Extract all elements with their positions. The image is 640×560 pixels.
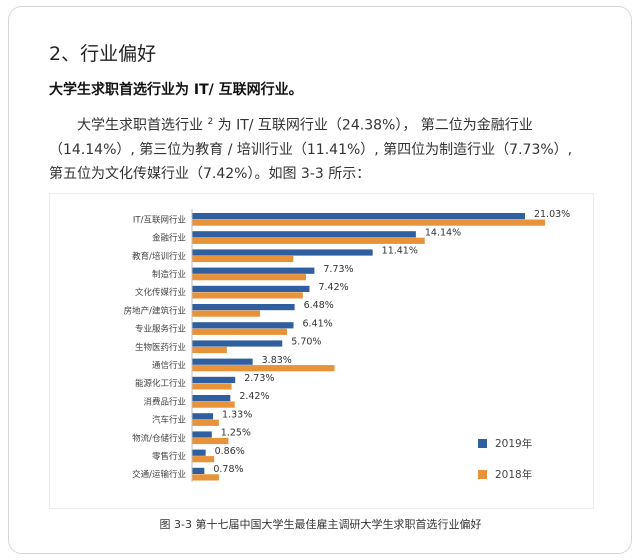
document-page: 2、行业偏好 大学生求职首选行业为 IT/ 互联网行业。 大学生求职首选行业 2… [8, 6, 632, 554]
bar-2018 [192, 365, 335, 372]
bar-2018 [192, 237, 425, 244]
category-label: 文化传媒行业 [135, 287, 186, 298]
data-label-2019: 1.33% [222, 409, 252, 420]
bar-2019 [192, 213, 525, 220]
bar-2019 [192, 249, 373, 256]
legend-swatch-2019 [478, 439, 487, 448]
paragraph-line-1: 大学生求职首选行业 2 为 IT/ 互联网行业（24.38%）， 第二位为金融行… [49, 110, 614, 138]
bar-2018 [192, 255, 294, 263]
legend-label-2018: 2018年 [495, 468, 532, 481]
bar-2019 [192, 322, 294, 329]
footnote-marker[interactable]: 2 [207, 117, 214, 127]
category-label: 能源化工行业 [135, 378, 186, 389]
bar-2019 [192, 340, 283, 347]
data-label-2019: 11.41% [382, 246, 418, 257]
data-label-2019: 6.41% [302, 318, 332, 329]
data-label-2019: 5.70% [291, 337, 321, 348]
paragraph-line-1-pre: 大学生求职首选行业 [77, 117, 208, 134]
data-label-2019: 2.42% [239, 391, 269, 402]
body-paragraph: 大学生求职首选行业 2 为 IT/ 互联网行业（24.38%）， 第二位为金融行… [49, 110, 614, 186]
data-label-2019: 7.42% [318, 282, 348, 293]
bar-2019 [192, 449, 206, 456]
bar-2018 [192, 419, 219, 426]
category-label: 房地产/建筑行业 [124, 305, 186, 316]
category-label: 专业服务行业 [135, 324, 186, 335]
bar-2018 [192, 328, 287, 335]
category-label: 零售行业 [152, 451, 186, 462]
data-label-2019: 21.03% [534, 209, 570, 220]
lead-sentence: 大学生求职首选行业为 IT/ 互联网行业。 [49, 82, 303, 98]
category-label: 教育/培训行业 [132, 251, 186, 262]
bar-2019 [192, 285, 310, 292]
bar-2019 [192, 267, 315, 274]
paragraph-line-2: （14.14%）, 第三位为教育 / 培训行业（11.41%）, 第四位为制造行… [49, 141, 573, 158]
bar-2019 [192, 304, 295, 311]
bar-2019 [192, 231, 416, 238]
bar-2018 [192, 292, 303, 299]
bar-2018 [192, 274, 306, 281]
category-label: 汽车行业 [152, 415, 186, 426]
industry-preference-bar-chart: IT/互联网行业 21.03% 金融行业 14.14% 教育/培训行业 11.41% 制造行… [124, 209, 570, 482]
bar-2019 [192, 413, 214, 420]
data-label-2019: 3.83% [262, 355, 292, 366]
data-label-2019: 1.25% [221, 428, 251, 439]
legend-label-2019: 2019年 [495, 437, 532, 450]
category-label: 生物医药行业 [135, 342, 186, 353]
data-label-2019: 2.73% [244, 373, 274, 384]
legend-swatch-2018 [478, 470, 487, 479]
category-label: 交通/运输行业 [132, 469, 186, 480]
data-label-2019: 6.48% [304, 300, 334, 311]
category-label: 通信行业 [152, 360, 186, 371]
paragraph-line-1-post: 为 IT/ 互联网行业（24.38%）， 第二位为金融行业 [213, 117, 533, 134]
bar-2018 [192, 219, 546, 226]
bar-2018 [192, 401, 235, 408]
bar-2019 [192, 467, 205, 474]
bar-2019 [192, 395, 231, 402]
category-label: IT/互联网行业 [133, 214, 186, 225]
category-label: 物流/仓储行业 [132, 433, 186, 444]
bar-2018 [192, 383, 232, 390]
bar-2018 [192, 310, 261, 317]
data-label-2019: 7.73% [323, 264, 353, 275]
data-label-2019: 14.14% [425, 227, 461, 238]
chart-container: IT/互联网行业 21.03% 金融行业 14.14% 教育/培训行业 11.41% 制造行… [49, 193, 594, 509]
section-title: 2、行业偏好 [49, 43, 157, 65]
bar-2019 [192, 358, 253, 365]
bar-2019 [192, 431, 212, 438]
paragraph-line-3: 第五位为文化传媒行业（7.42%）。如图 3-3 所示： [49, 165, 371, 182]
bar-2018 [192, 456, 215, 463]
bar-2019 [192, 376, 236, 383]
data-label-2019: 0.86% [215, 446, 245, 457]
category-label: 消费品行业 [143, 396, 186, 407]
category-label: 金融行业 [152, 233, 186, 244]
bar-2018 [192, 346, 227, 354]
data-label-2019: 0.78% [213, 464, 243, 475]
figure-caption: 图 3-3 第十七届中国大学生最佳雇主调研大学生求职首选行业偏好 [159, 518, 482, 531]
bar-2018 [192, 437, 229, 445]
category-label: 制造行业 [152, 269, 186, 280]
bar-2018 [192, 474, 219, 481]
